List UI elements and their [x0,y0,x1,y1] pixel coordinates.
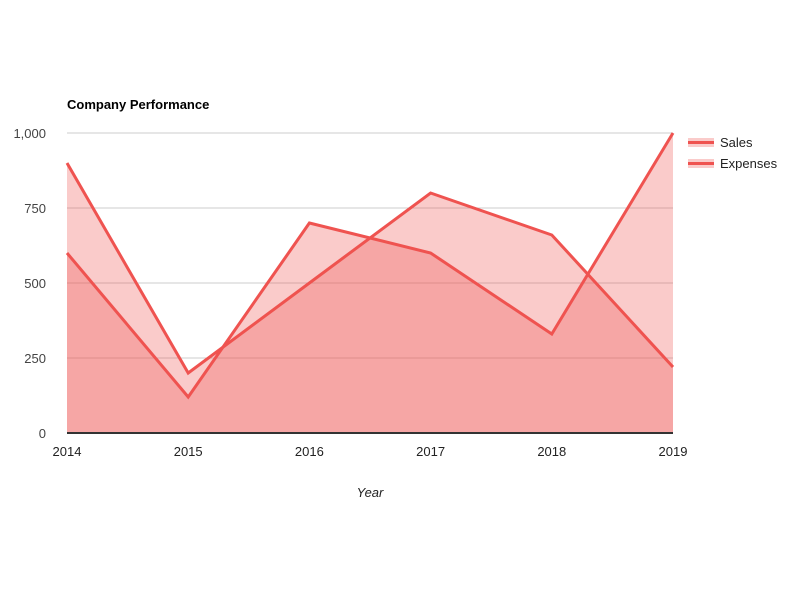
x-axis-tick-label: 2014 [52,444,82,459]
y-axis-tick-label: 250 [24,351,46,366]
x-axis-tick-label: 2015 [173,444,203,459]
chart-title: Company Performance [67,97,210,112]
legend-label-expenses: Expenses [720,156,778,171]
x-axis-tick-label: 2019 [658,444,688,459]
expenses-series-line[interactable] [65,132,675,400]
x-axis-title: Year [356,485,384,500]
x-axis-tick-label: 2017 [416,444,446,459]
y-axis-tick-label: 500 [24,276,46,291]
x-axis-tick-label: 2016 [294,444,324,459]
sales-series-area[interactable] [67,163,673,433]
expenses-series-swatch-icon [688,159,714,168]
x-axis-tick-label: 2018 [537,444,567,459]
y-axis-tick-label: 1,000 [13,126,46,141]
sales-series-swatch-icon [688,138,714,147]
y-axis-tick-label: 0 [38,426,46,441]
expenses-series-area[interactable] [67,133,673,433]
y-axis-tick-label: 750 [24,201,46,216]
legend-label-sales: Sales [720,135,753,150]
